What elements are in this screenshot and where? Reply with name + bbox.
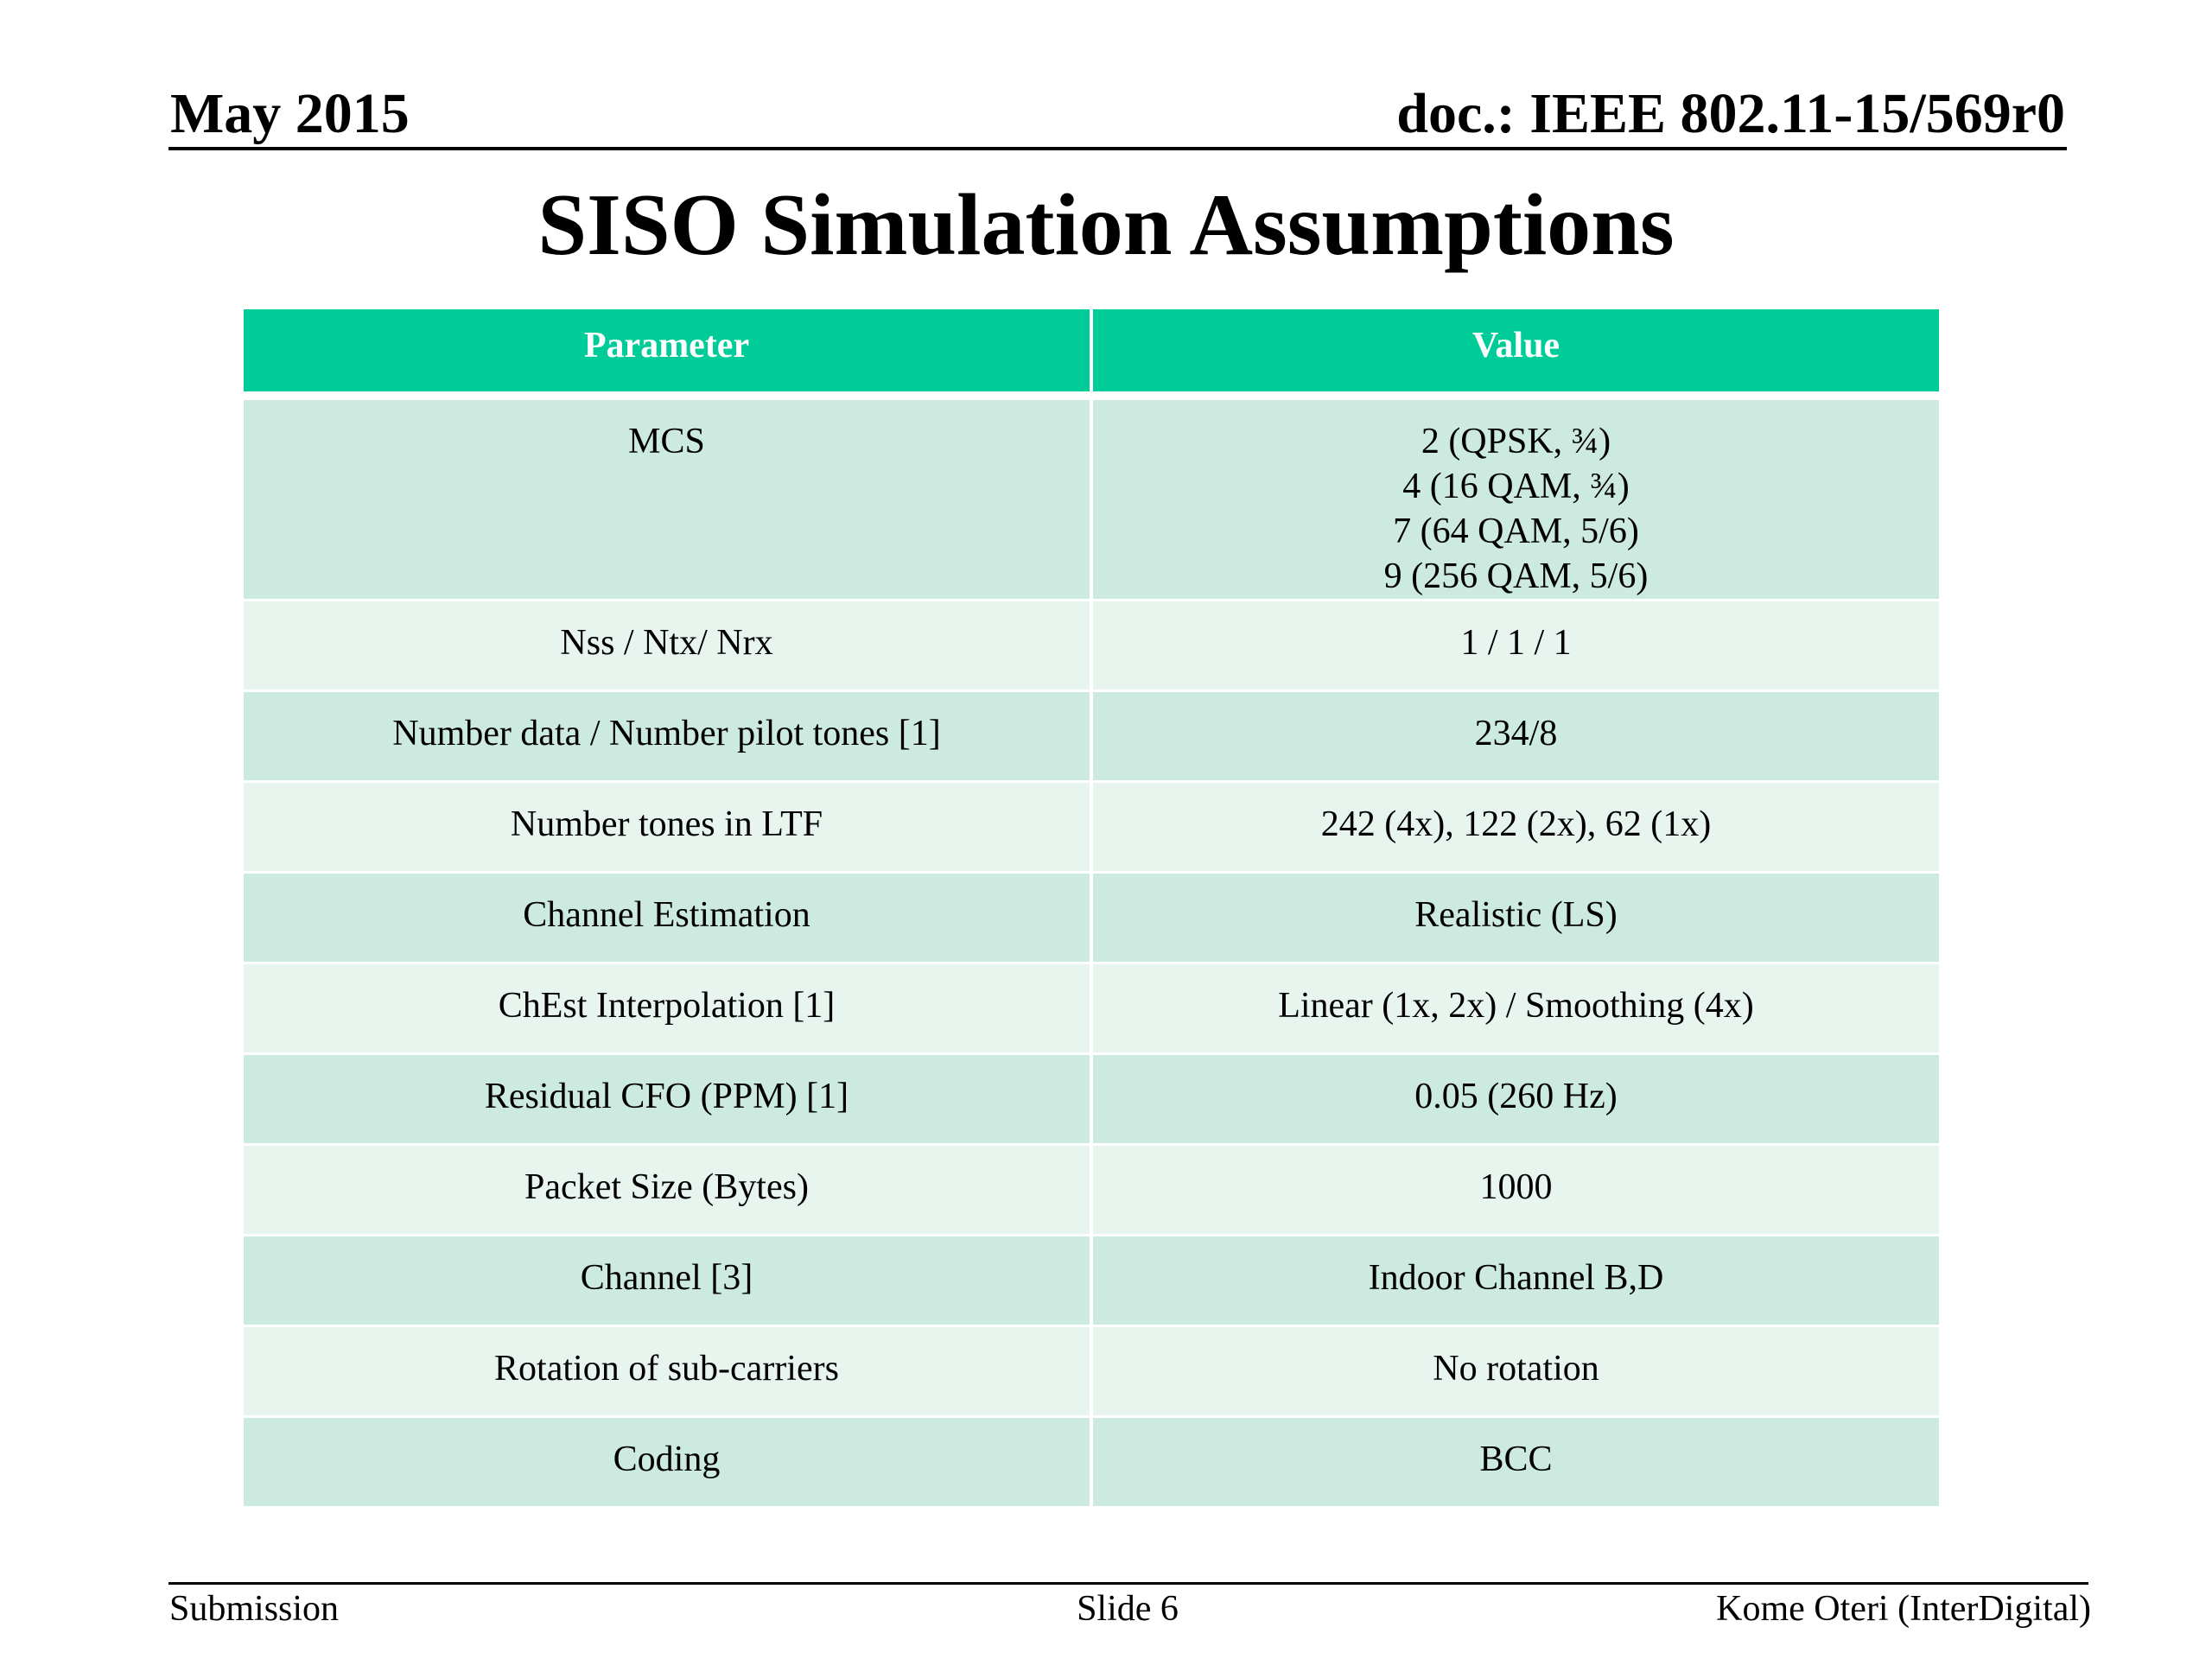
header-doc-id: doc.: IEEE 802.11-15/569r0 <box>1396 82 2065 145</box>
value-line: 234/8 <box>1474 714 1558 753</box>
value-line: Indoor Channel B,D <box>1368 1258 1664 1298</box>
value-line: 242 (4x), 122 (2x), 62 (1x) <box>1320 804 1712 844</box>
value-line: 0.05 (260 Hz) <box>1414 1077 1618 1116</box>
table-row: Number tones in LTF 242 (4x), 122 (2x), 6… <box>244 781 1939 874</box>
parameter-cell: Channel [3] <box>244 1235 1093 1327</box>
table-row: Residual CFO (PPM) [1] 0.05 (260 Hz) <box>244 1053 1939 1146</box>
value-line: 7 (64 QAM, 5/6) <box>1393 512 1639 551</box>
table-row: Coding BCC <box>244 1416 1939 1509</box>
header-divider <box>168 147 2067 150</box>
table-row: Channel Estimation Realistic (LS) <box>244 872 1939 964</box>
table-row: Nss / Ntx/ Nrx 1 / 1 / 1 <box>244 600 1939 692</box>
value-cell: Realistic (LS) <box>1091 872 1939 964</box>
value-line: 1 / 1 / 1 <box>1460 623 1572 663</box>
value-cell: 234/8 <box>1091 690 1939 783</box>
value-line: No rotation <box>1433 1349 1599 1389</box>
parameter-cell: Number tones in LTF <box>244 781 1093 874</box>
table-row: Packet Size (Bytes) 1000 <box>244 1144 1939 1236</box>
footer-slide-number: Slide 6 <box>1077 1589 1179 1629</box>
value-cell: No rotation <box>1091 1325 1939 1418</box>
value-line: 9 (256 QAM, 5/6) <box>1383 556 1649 596</box>
value-cell: 1000 <box>1091 1144 1939 1236</box>
value-line: 2 (QPSK, ¾) <box>1421 422 1611 461</box>
parameter-cell: Residual CFO (PPM) [1] <box>244 1053 1093 1146</box>
column-header-parameter: Parameter <box>244 309 1093 400</box>
table-body: MCS 2 (QPSK, ¾) 4 (16 QAM, ¾) 7 (64 QAM, 5/… <box>244 396 1939 1509</box>
table-header-row: Parameter Value <box>244 309 1939 400</box>
parameter-cell: ChEst Interpolation [1] <box>244 963 1093 1055</box>
header-date: May 2015 <box>170 82 410 145</box>
assumptions-table: Parameter Value MCS 2 (QPSK, ¾) 4 (16 QAM,… <box>244 309 1939 1509</box>
table-row: ChEst Interpolation [1] Linear (1x, 2x) /… <box>244 963 1939 1055</box>
value-line: Linear (1x, 2x) / Smoothing (4x) <box>1278 986 1754 1026</box>
value-cell: 2 (QPSK, ¾) 4 (16 QAM, ¾) 7 (64 QAM, 5/6) 9… <box>1091 396 1939 601</box>
column-header-value: Value <box>1091 309 1939 400</box>
table-row: MCS 2 (QPSK, ¾) 4 (16 QAM, ¾) 7 (64 QAM, 5/… <box>244 396 1939 601</box>
footer-author: Kome Oteri (InterDigital) <box>1716 1589 2091 1629</box>
table-row: Number data / Number pilot tones [1] 234/… <box>244 690 1939 783</box>
value-cell: Linear (1x, 2x) / Smoothing (4x) <box>1091 963 1939 1055</box>
parameter-cell: MCS <box>244 396 1093 601</box>
parameter-cell: Channel Estimation <box>244 872 1093 964</box>
value-cell: 242 (4x), 122 (2x), 62 (1x) <box>1091 781 1939 874</box>
value-cell: 1 / 1 / 1 <box>1091 600 1939 692</box>
footer-submission: Submission <box>169 1589 340 1629</box>
table-row: Rotation of sub-carriers No rotation <box>244 1325 1939 1418</box>
parameter-cell: Packet Size (Bytes) <box>244 1144 1093 1236</box>
parameter-cell: Rotation of sub-carriers <box>244 1325 1093 1418</box>
parameter-cell: Coding <box>244 1416 1093 1509</box>
table-row: Channel [3] Indoor Channel B,D <box>244 1235 1939 1327</box>
value-line: Realistic (LS) <box>1414 895 1618 935</box>
value-line: 1000 <box>1479 1167 1553 1207</box>
parameter-cell: Nss / Ntx/ Nrx <box>244 600 1093 692</box>
value-cell: Indoor Channel B,D <box>1091 1235 1939 1327</box>
value-line: 4 (16 QAM, ¾) <box>1402 467 1630 506</box>
value-cell: 0.05 (260 Hz) <box>1091 1053 1939 1146</box>
value-line: BCC <box>1479 1440 1553 1479</box>
value-cell: BCC <box>1091 1416 1939 1509</box>
slide-title: SISO Simulation Assumptions <box>537 176 1675 274</box>
footer-divider <box>168 1582 2088 1585</box>
parameter-cell: Number data / Number pilot tones [1] <box>244 690 1093 783</box>
